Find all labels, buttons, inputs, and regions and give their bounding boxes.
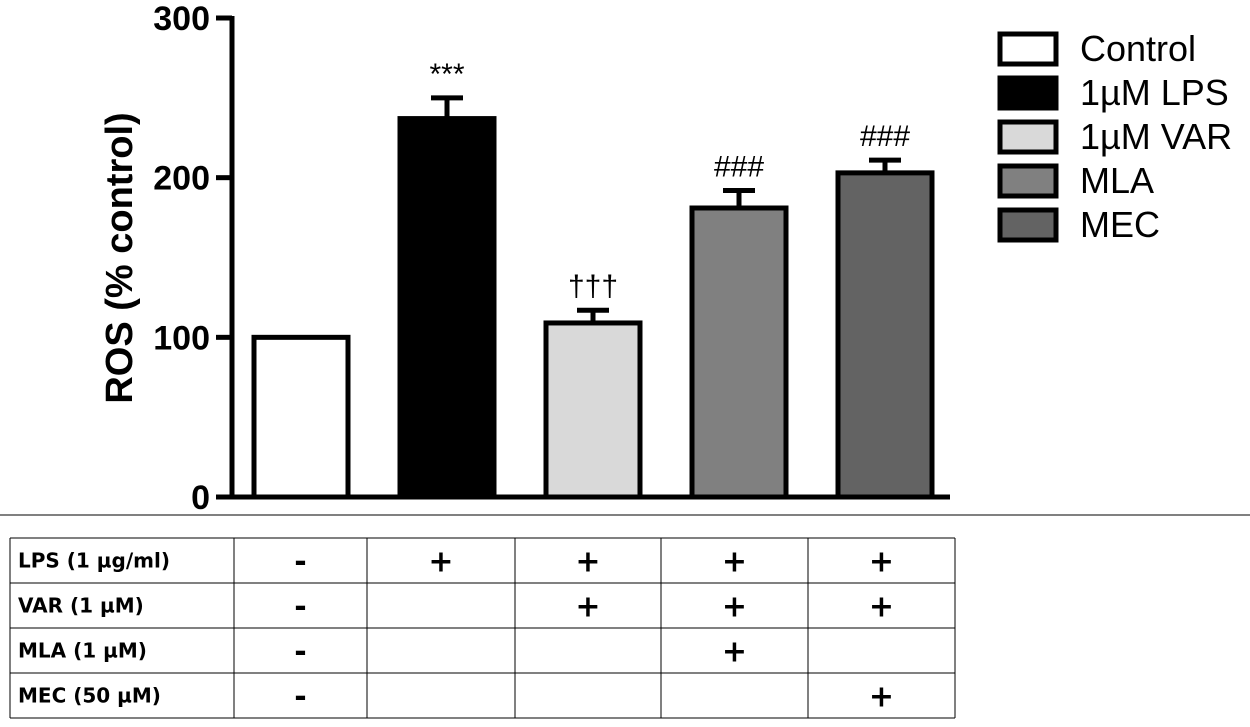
bar [543,320,643,500]
y-tick-label: 200 [153,160,210,198]
legend-label: MEC [1080,204,1160,245]
table-row-label: VAR (1 µM) [18,594,144,618]
y-tick-label: 100 [153,319,210,357]
legend-swatch [997,31,1059,67]
table-cell-value: + [869,590,894,625]
table-cell-value: + [428,545,453,580]
table-cell-value: + [722,590,747,625]
y-tick-label: 0 [191,479,210,517]
legend-label: Control [1080,28,1196,69]
significance-label: ### [714,150,764,183]
table-cell-value: + [869,545,894,580]
legend-swatch [997,207,1059,243]
legend-swatch [997,75,1059,111]
chart-axes: 0 100 200 300 ROS (% control) [99,0,950,517]
table-row-label: MEC (50 µM) [18,684,161,708]
significance-label: ††† [568,270,618,303]
table-cell-value: + [869,680,894,715]
bar [835,170,935,500]
legend-label: 1µM LPS [1080,72,1229,113]
legend-swatch [997,163,1059,199]
treatment-table: LPS (1 µg/ml) - + + + + VAR (1 µM) - + + + MLA (1 µ… [0,514,1250,719]
table-cell-value: - [294,680,306,715]
legend-swatch [997,119,1059,155]
table-cell-value: + [722,635,747,670]
legend-label: MLA [1080,160,1154,201]
significance-label: *** [429,58,464,91]
table-cell-value: + [575,545,600,580]
table-row-label: MLA (1 µM) [18,639,147,663]
significance-label: ### [860,120,910,153]
table-row-label: LPS (1 µg/ml) [18,549,170,573]
table-cell-value: - [294,590,306,625]
table-cell-value: + [722,545,747,580]
bar-series: *** ††† ### ### [251,58,935,500]
bar [689,205,789,500]
y-tick-label: 300 [153,0,210,38]
y-axis-label: ROS (% control) [99,112,141,403]
table-cell-value: + [575,590,600,625]
bar [397,116,497,500]
table-cell-value: - [294,635,306,670]
legend-label: 1µM VAR [1080,116,1232,157]
bar [251,334,351,500]
table-cell-value: - [294,545,306,580]
